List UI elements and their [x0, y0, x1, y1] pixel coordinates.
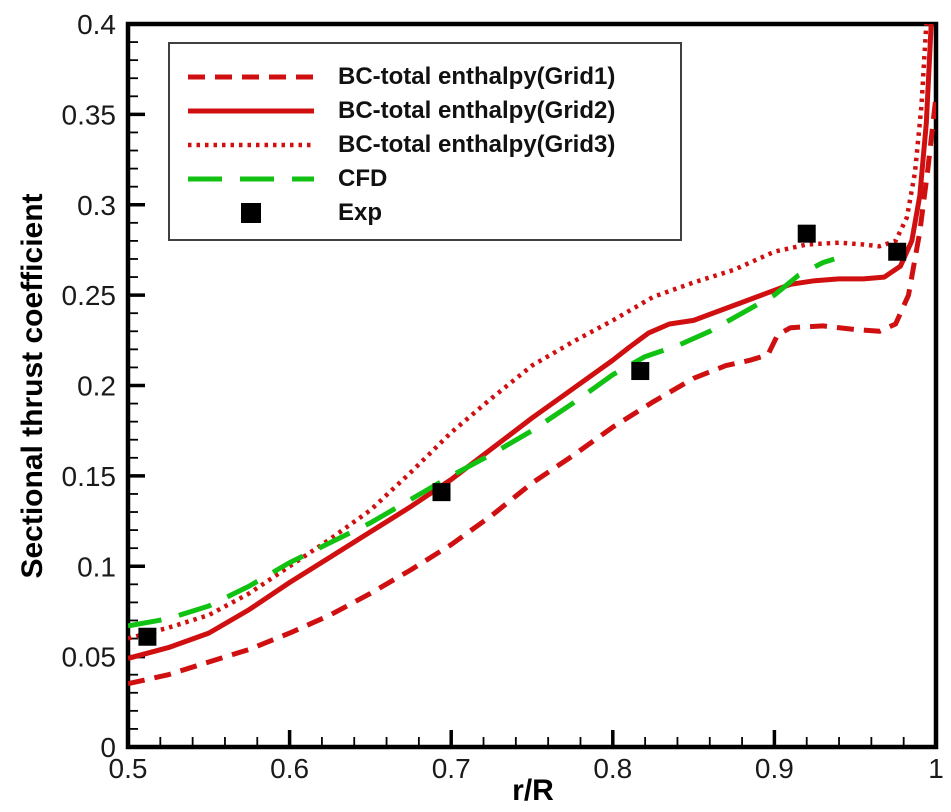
dotted-line-icon [186, 138, 316, 152]
legend-label: BC-total enthalpy(Grid1) [338, 63, 616, 90]
exp-data-point [138, 627, 157, 646]
x-tick-label: 1 [928, 753, 944, 784]
legend-item-grid2: BC-total enthalpy(Grid2) [186, 94, 680, 128]
exp-data-point [631, 362, 650, 381]
x-tick-label: 0.5 [109, 753, 148, 784]
series-line-1 [128, 24, 934, 661]
y-tick-label: 0.1 [77, 551, 116, 582]
legend-item-exp: Exp [186, 196, 680, 230]
x-tick-label: 0.7 [432, 753, 471, 784]
x-tick-label: 0.9 [755, 753, 794, 784]
y-tick-label: 0.2 [77, 371, 116, 402]
legend-label: BC-total enthalpy(Grid2) [338, 97, 616, 124]
x-tick-labels: 0.5 0.6 0.7 0.8 0.9 1 [109, 753, 944, 784]
y-tick-label: 0.3 [77, 190, 116, 221]
axis-ticks [126, 22, 938, 749]
y-tick-label: 0.15 [62, 461, 117, 492]
legend-item-cfd: CFD [186, 162, 680, 196]
y-tick-label: 0.25 [62, 280, 117, 311]
legend-label: BC-total enthalpy(Grid3) [338, 131, 616, 158]
solid-line-icon [186, 104, 316, 118]
exp-data-point [432, 483, 451, 502]
dashed-line-icon [186, 70, 316, 84]
series-line-0 [128, 96, 936, 687]
x-axis-title: r/R [512, 774, 554, 807]
x-tick-label: 0.8 [593, 753, 632, 784]
legend-item-grid1: BC-total enthalpy(Grid1) [186, 60, 680, 94]
exp-data-point [888, 242, 907, 261]
y-tick-label: 0 [100, 732, 116, 763]
longdash-line-icon [186, 172, 316, 186]
square-marker-icon [186, 203, 316, 223]
y-tick-label: 0.05 [62, 642, 117, 673]
series-line-3 [128, 256, 835, 629]
y-axis-title: Sectional thrust coefficient [16, 193, 49, 579]
y-tick-label: 0.35 [62, 99, 117, 130]
y-tick-label: 0.4 [77, 9, 116, 40]
legend-label: CFD [338, 165, 388, 192]
legend: BC-total enthalpy(Grid1) BC-total enthal… [168, 42, 682, 241]
series-curves [128, 24, 936, 687]
y-tick-labels: 0 0.05 0.1 0.15 0.2 0.25 0.3 0.35 0.4 [62, 9, 117, 763]
legend-item-grid3: BC-total enthalpy(Grid3) [186, 128, 680, 162]
exp-data-point [797, 224, 816, 243]
x-tick-label: 0.6 [270, 753, 309, 784]
legend-label: Exp [338, 199, 383, 226]
